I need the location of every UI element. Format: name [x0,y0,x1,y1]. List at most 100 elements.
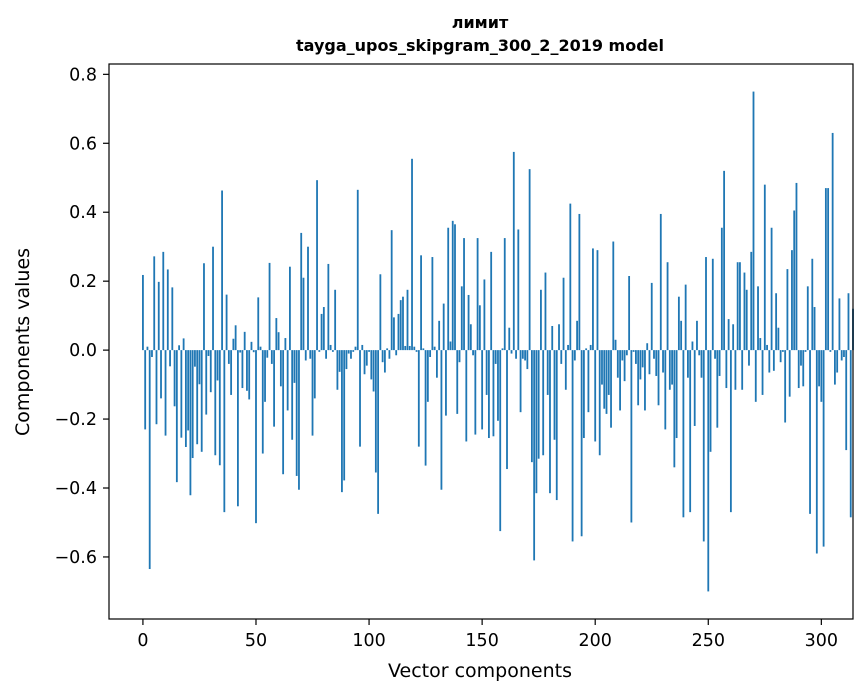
bar-34 [218,350,221,466]
bar-136 [449,341,452,351]
bar-160 [503,238,506,351]
bar-206 [607,350,610,395]
bar-96 [359,350,361,447]
bar-164 [512,151,515,351]
bar-261 [732,324,735,351]
bar-310 [843,350,845,358]
bar-119 [411,158,413,351]
bar-49 [252,350,255,353]
bar-30 [209,350,212,393]
bar-217 [632,350,635,352]
bar-0 [142,274,144,351]
bar-255 [718,350,721,376]
bar-242 [689,350,692,513]
bar-248 [702,350,705,542]
bar-231 [664,350,667,430]
bar-294 [806,286,809,351]
bar-309 [840,350,843,361]
bar-191 [573,350,576,361]
bar-78 [318,350,321,352]
bar-212 [621,350,624,361]
bar-26 [200,350,203,452]
bar-14 [173,350,176,407]
bar-74 [309,350,312,359]
bar-71 [302,277,305,351]
bar-46 [246,350,248,391]
bar-215 [628,276,631,351]
bar-237 [677,296,680,351]
bar-284 [784,350,787,423]
bar-111 [393,317,395,351]
bar-107 [383,350,386,373]
bar-260 [729,350,732,513]
bar-181 [551,325,554,351]
bar-289 [795,182,798,351]
y-tick-label: 0.2 [69,272,97,292]
bar-141 [460,286,463,351]
bar-79 [320,313,323,351]
bar-81 [325,350,327,359]
bar-142 [463,238,465,351]
x-tick-label: 100 [352,631,385,651]
y-tick-label: 0.0 [69,341,97,361]
bar-4 [151,350,153,358]
bar-65 [289,266,291,351]
bar-278 [770,227,773,351]
bar-252 [711,258,714,351]
bar-92 [350,350,352,359]
bar-56 [268,262,271,351]
bar-15 [175,350,178,483]
bar-233 [668,350,671,390]
bar-275 [763,184,766,351]
bar-82 [327,263,330,351]
bar-8 [160,350,162,399]
bar-306 [834,350,836,385]
bar-205 [605,350,608,414]
bar-37 [225,294,228,351]
bar-54 [264,350,266,402]
bar-94 [354,346,357,351]
bar-254 [716,350,719,428]
bar-186 [562,277,565,351]
bar-42 [237,350,239,507]
bar-108 [386,348,389,351]
x-axis-label: Vector components [388,660,572,682]
bar-68 [295,350,298,476]
bar-44 [241,350,244,389]
bar-187 [564,350,567,390]
bar-137 [451,220,454,351]
bar-9 [162,251,165,351]
bar-229 [659,213,662,351]
bar-168 [521,350,524,359]
x-tick-label: 250 [692,631,725,651]
bar-285 [786,269,789,351]
bar-213 [623,350,626,382]
bar-75 [311,350,314,436]
y-tick-label: −0.6 [55,548,98,568]
y-axis-label: Components values [12,248,34,436]
bar-220 [639,350,642,380]
bar-171 [528,169,531,351]
bar-19 [184,350,187,447]
bar-270 [752,91,755,351]
bar-263 [736,262,739,351]
bar-115 [402,296,404,351]
bar-143 [465,350,468,442]
bar-90 [345,350,348,370]
bar-173 [533,350,536,561]
bar-287 [791,250,793,351]
bar-113 [397,313,400,351]
bar-45 [243,331,246,351]
bar-170 [526,350,529,370]
bar-239 [682,350,685,518]
bar-257 [723,170,726,351]
bar-12 [169,350,171,367]
bar-222 [644,350,646,411]
bar-189 [569,203,572,351]
bar-98 [363,350,366,375]
bar-208 [612,241,615,351]
bar-300 [820,350,823,402]
bar-228 [657,350,660,406]
y-tick-label: 0.8 [69,65,97,85]
bar-282 [779,350,782,363]
